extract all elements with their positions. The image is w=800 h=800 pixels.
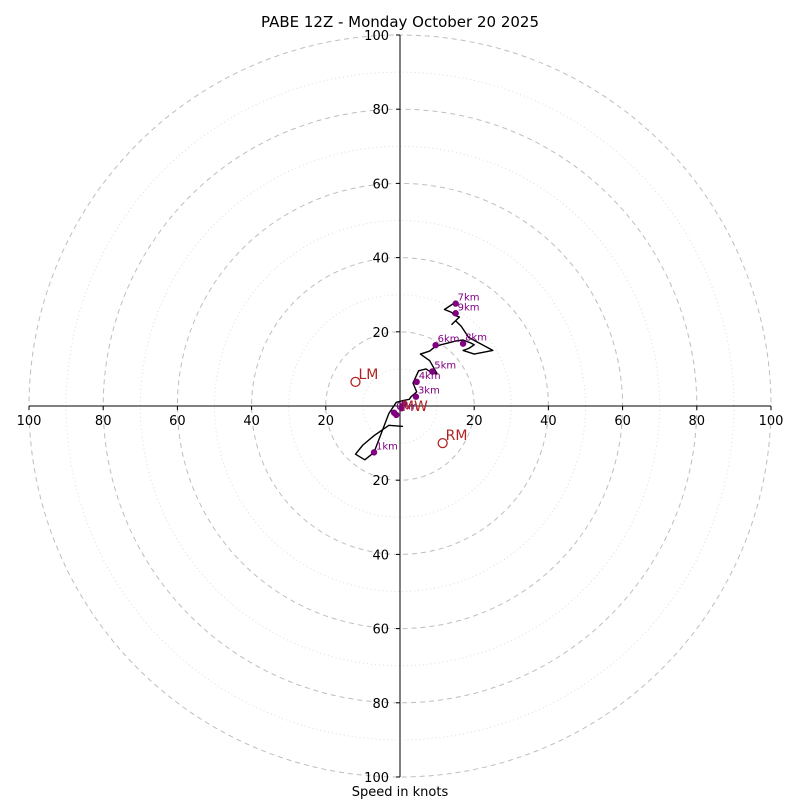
height-marker-point	[370, 449, 378, 456]
x-tick-label: 80	[689, 414, 706, 429]
storm-motion-label: RM	[446, 428, 468, 444]
y-tick-label: 20	[372, 474, 389, 489]
x-tick-label: 40	[540, 414, 557, 429]
y-tick-label: 80	[372, 103, 389, 118]
height-marker-point	[393, 411, 400, 419]
storm-motion-point	[350, 376, 361, 388]
tick-labels: 100 100 80 80 60 60 40 40 20 20 20 20 40 40 60 60 80 80 10…	[17, 29, 784, 786]
height-marker-point	[412, 393, 420, 400]
x-tick-label: 20	[466, 414, 483, 429]
x-tick-label: 60	[169, 414, 186, 429]
storm-motion-markers: LM RM MW	[350, 367, 468, 449]
x-tick-label: 20	[318, 414, 335, 429]
y-tick-label: 80	[372, 697, 389, 712]
storm-motion-point	[437, 437, 448, 449]
storm-motion-label: LM	[358, 367, 378, 383]
height-marker-label: 8km	[465, 333, 487, 344]
hodograph-trace	[354, 301, 494, 461]
y-tick-label: 40	[372, 252, 389, 267]
height-marker-point	[452, 300, 459, 307]
height-marker-label: 7km	[458, 293, 480, 304]
x-tick-label: 80	[95, 414, 112, 429]
height-marker-label: 5km	[434, 360, 456, 371]
y-tick-label: 40	[372, 548, 389, 563]
height-marker-label: 9km	[458, 302, 480, 313]
storm-motion-label: MW	[402, 399, 428, 415]
height-marker-point	[429, 368, 436, 375]
height-marker-label: 4km	[419, 371, 441, 382]
height-marker-label: 3km	[418, 386, 440, 397]
height-marker-point	[459, 340, 467, 347]
height-marker-label: 1km	[376, 441, 398, 452]
chart-title: PABE 12Z - Monday October 20 2025	[261, 13, 539, 31]
y-tick-label: 100	[364, 29, 389, 44]
wind-trace-line	[354, 301, 494, 461]
height-marker-point	[452, 310, 459, 317]
height-marker-point	[413, 378, 420, 386]
x-tick-label: 100	[759, 414, 784, 429]
height-marker-point	[432, 341, 439, 349]
y-tick-label: 100	[364, 771, 389, 786]
height-marker-label: 6km	[438, 334, 460, 345]
height-marker-point	[401, 400, 408, 407]
x-tick-label: 100	[17, 414, 42, 429]
y-tick-label: 60	[372, 177, 389, 192]
height-marker-label: 0km	[396, 402, 418, 413]
x-tick-label: 40	[243, 414, 260, 429]
x-axis-label: Speed in knots	[352, 785, 449, 800]
x-tick-label: 60	[614, 414, 631, 429]
y-tick-label: 20	[372, 326, 389, 341]
y-tick-label: 60	[372, 623, 389, 638]
